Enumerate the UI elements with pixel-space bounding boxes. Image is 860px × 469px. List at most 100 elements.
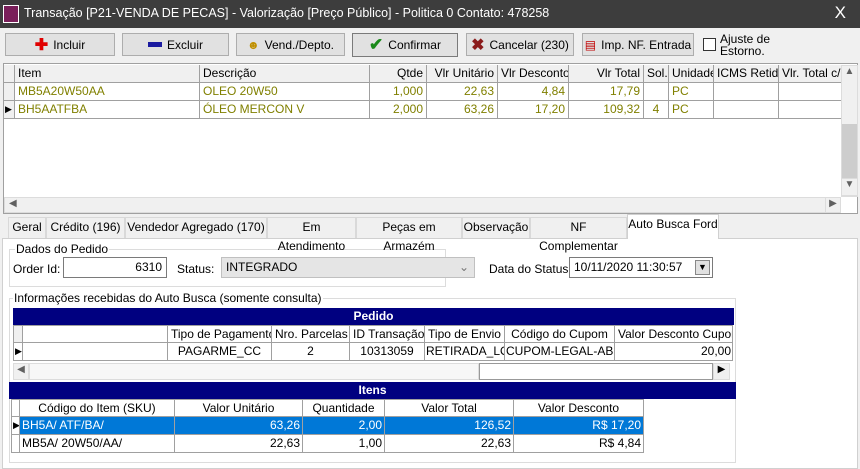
table-cell[interactable]: 63,26 <box>175 417 303 435</box>
scroll-thumb[interactable] <box>842 124 857 180</box>
informacoes-legend: Informações recebidas do Auto Busca (som… <box>13 291 323 305</box>
column-header[interactable]: Nro. Parcelas <box>272 325 350 343</box>
minus-icon <box>147 42 162 47</box>
tab-1[interactable]: Crédito (196) <box>46 217 125 238</box>
table-cell[interactable]: RETIRADA_LOC <box>425 343 505 361</box>
column-header[interactable]: Descrição <box>200 65 370 83</box>
table-cell[interactable]: 126,52 <box>385 417 514 435</box>
excluir-button[interactable]: Excluir <box>122 33 229 56</box>
window-title: Transação [P21-VENDA DE PECAS] - Valoriz… <box>24 6 550 20</box>
table-cell[interactable]: 4 <box>644 101 669 119</box>
column-header[interactable]: Sol. <box>644 65 669 83</box>
dropdown-button[interactable]: ▼ <box>695 260 710 275</box>
tab-4[interactable]: Peças em Armazém <box>356 217 462 253</box>
pedido-grid[interactable]: Tipo de Pagamento Nro. Parcelas ID Transaç… <box>13 325 734 380</box>
table-cell[interactable]: PC <box>669 101 714 119</box>
data-status-picker[interactable]: 10/11/2020 11:30:57 ▼ <box>569 257 713 278</box>
table-cell[interactable]: 1,00 <box>303 435 385 453</box>
imp-nf-entrada-button[interactable]: ▤ Imp. NF. Entrada <box>582 33 694 56</box>
column-header[interactable]: Valor Desconto <box>514 399 644 417</box>
tab-6[interactable]: NF Complementar <box>530 217 627 253</box>
tab-5[interactable]: Observação <box>462 217 530 238</box>
tab-2[interactable]: Vendedor Agregado (170) <box>125 217 267 238</box>
order-id-input[interactable]: 6310 <box>63 257 167 278</box>
table-cell[interactable] <box>779 101 844 119</box>
column-header[interactable]: Código do Cupom <box>505 325 615 343</box>
row-indicator[interactable]: ▶ <box>11 417 20 435</box>
itens-grid[interactable]: Código do Item (SKU) Valor Unitário Quanti… <box>11 399 645 454</box>
table-cell[interactable]: 22,63 <box>427 83 498 101</box>
table-cell[interactable]: 4,84 <box>498 83 569 101</box>
table-cell[interactable]: 22,63 <box>175 435 303 453</box>
table-cell[interactable]: 20,00 <box>615 343 733 361</box>
table-cell[interactable] <box>644 83 669 101</box>
table-cell[interactable]: PC <box>669 83 714 101</box>
column-header[interactable]: Vlr. Total c/I <box>779 65 844 83</box>
tab-0[interactable]: Geral <box>8 217 46 238</box>
table-cell[interactable] <box>779 83 844 101</box>
column-header[interactable] <box>23 325 168 343</box>
scroll-right-arrow[interactable]: ▶ <box>713 363 730 380</box>
tab-7[interactable]: Auto Busca Ford <box>627 214 719 239</box>
column-header[interactable]: Código do Item (SKU) <box>20 399 175 417</box>
column-header[interactable]: Qtde <box>370 65 427 83</box>
table-cell[interactable]: BH5A/ ATF/BA/ <box>20 417 175 435</box>
table-cell[interactable] <box>714 83 779 101</box>
close-button[interactable]: X <box>834 3 846 22</box>
table-cell[interactable]: MB5A20W50AA <box>15 83 200 101</box>
tab-3[interactable]: Em Atendimento <box>267 217 356 253</box>
table-cell[interactable] <box>714 101 779 119</box>
items-grid[interactable]: Item Descrição Qtde Vlr Unitário Vlr Descont… <box>3 63 858 214</box>
confirmar-button[interactable]: ✔ Confirmar <box>352 33 458 57</box>
table-cell[interactable]: 1,000 <box>370 83 427 101</box>
vend-depto-button[interactable]: ☻ Vend./Depto. <box>236 33 345 56</box>
table-cell[interactable]: 17,20 <box>498 101 569 119</box>
scroll-thumb[interactable] <box>479 363 713 380</box>
table-cell[interactable]: 109,32 <box>569 101 644 119</box>
column-header[interactable]: Vlr Total <box>569 65 644 83</box>
column-header[interactable]: ID Transação <box>350 325 425 343</box>
column-header[interactable]: Vlr Unitário <box>427 65 498 83</box>
table-cell[interactable]: PAGARME_CC <box>168 343 272 361</box>
column-header[interactable]: Vlr Desconto <box>498 65 569 83</box>
incluir-button[interactable]: ✚ Incluir <box>5 33 115 56</box>
column-header[interactable]: Tipo de Pagamento <box>168 325 272 343</box>
scroll-left-arrow[interactable]: ◀ <box>13 363 29 380</box>
table-cell[interactable] <box>23 343 168 361</box>
table-cell[interactable]: 2,000 <box>370 101 427 119</box>
imp-label: Imp. NF. Entrada <box>601 37 692 52</box>
cancelar-button[interactable]: ✖ Cancelar (230) <box>466 33 574 56</box>
table-cell[interactable]: 2 <box>272 343 350 361</box>
row-indicator[interactable] <box>4 83 15 101</box>
chevron-down-icon: ⌄ <box>458 260 469 274</box>
table-cell[interactable]: 63,26 <box>427 101 498 119</box>
horizontal-scrollbar[interactable]: ◀ <box>4 197 841 213</box>
column-header[interactable]: ICMS Retido <box>714 65 779 83</box>
scroll-track[interactable] <box>29 363 479 380</box>
table-cell[interactable]: OLEO 20W50 <box>200 83 370 101</box>
column-header[interactable]: Valor Total <box>385 399 514 417</box>
row-indicator[interactable] <box>11 435 20 453</box>
column-header[interactable]: Quantidade <box>303 399 385 417</box>
table-cell[interactable]: BH5AATFBA <box>15 101 200 119</box>
table-cell[interactable]: ÓLEO MERCON V <box>200 101 370 119</box>
table-cell[interactable]: R$ 4,84 <box>514 435 644 453</box>
scroll-down-arrow[interactable]: ▼ <box>841 178 858 196</box>
table-cell[interactable]: 2,00 <box>303 417 385 435</box>
scroll-right-arrow[interactable]: ▶ <box>825 197 841 213</box>
column-header[interactable]: Item <box>15 65 200 83</box>
table-cell[interactable]: 22,63 <box>385 435 514 453</box>
table-cell[interactable]: 17,79 <box>569 83 644 101</box>
table-cell[interactable]: CUPOM-LEGAL-AB <box>505 343 615 361</box>
row-indicator[interactable]: ▶ <box>13 343 23 361</box>
table-cell[interactable]: MB5A/ 20W50/AA/ <box>20 435 175 453</box>
column-header[interactable]: Tipo de Envio <box>425 325 505 343</box>
status-select[interactable]: INTEGRADO ⌄ <box>221 257 475 278</box>
table-cell[interactable]: 10313059 <box>350 343 425 361</box>
ajuste-estorno-checkbox[interactable] <box>703 38 716 51</box>
row-indicator[interactable]: ▶ <box>4 101 15 119</box>
column-header[interactable]: Valor Unitário <box>175 399 303 417</box>
column-header[interactable]: Unidade <box>669 65 714 83</box>
column-header[interactable]: Valor Desconto Cupom <box>615 325 733 343</box>
table-cell[interactable]: R$ 17,20 <box>514 417 644 435</box>
